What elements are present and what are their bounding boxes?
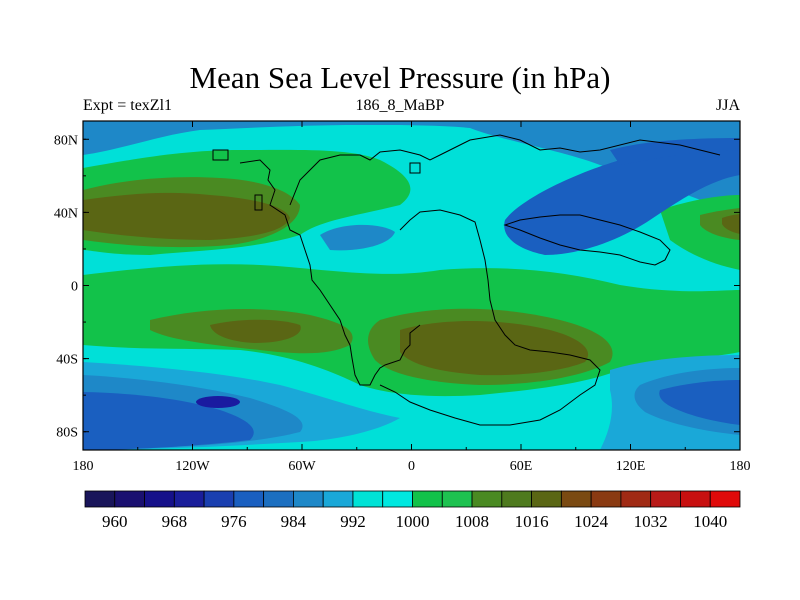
colorbar-swatch (352, 490, 384, 508)
field-southcentral-peak-region (400, 321, 589, 376)
colorbar-swatch (322, 490, 354, 508)
field-southwest-deep-low (196, 396, 240, 408)
field-southeast-lower-region (659, 380, 740, 425)
x-tick-label: 0 (408, 459, 415, 474)
colorbar-label: 1040 (693, 512, 727, 531)
case-label: 186_8_MaBP (355, 97, 445, 114)
colorbar-label: 1016 (515, 512, 549, 531)
colorbar-label: 968 (162, 512, 188, 531)
coast-africa (379, 209, 601, 426)
y-tick-label: 80S (56, 426, 78, 441)
colorbar: 960 968 976 984 992 1000 1008 1016 1024 1032 1040 (84, 490, 741, 531)
experiment-label: Expt = texZl1 (83, 97, 173, 114)
colorbar-swatch (203, 490, 235, 508)
coast-island-2 (212, 149, 229, 161)
colorbar-label: 976 (221, 512, 247, 531)
colorbar-label: 1000 (396, 512, 430, 531)
contour-field (83, 121, 740, 450)
colorbar-label: 1008 (455, 512, 489, 531)
coastlines (212, 134, 721, 426)
colorbar-label: 984 (281, 512, 307, 531)
axis-ticks: 180 120W 60W 0 60E 120E 180 80N 40N 0 40S 80S (54, 121, 751, 474)
x-tick-label: 60E (510, 459, 533, 474)
colorbar-swatch (263, 490, 294, 508)
chart-title: Mean Sea Level Pressure (in hPa) (189, 60, 611, 95)
colorbar-swatch (84, 490, 116, 508)
field-north-peak-region (83, 192, 290, 240)
colorbar-swatch (144, 490, 175, 508)
colorbar-swatch (680, 490, 711, 508)
colorbar-swatch (293, 490, 324, 508)
season-label: JJA (715, 97, 740, 114)
coast-americas (239, 159, 421, 386)
colorbar-label: 992 (340, 512, 366, 531)
field-southwest-lower-region (83, 392, 254, 450)
colorbar-swatch (233, 490, 265, 508)
x-tick-label: 180 (730, 459, 751, 474)
colorbar-swatch (501, 490, 532, 508)
colorbar-swatch (650, 490, 681, 508)
colorbar-label: 1024 (574, 512, 609, 531)
field-north-low-region (83, 121, 740, 210)
y-tick-label: 40N (54, 206, 78, 221)
colorbar-swatch (531, 490, 562, 508)
coast-island-3 (254, 194, 263, 211)
coast-island-1 (409, 162, 421, 174)
colorbar-swatch (173, 490, 205, 508)
colorbar-swatch (114, 490, 145, 508)
field-atlantic-low-region (320, 224, 395, 251)
colorbar-swatch (441, 490, 473, 508)
colorbar-swatch (412, 490, 443, 508)
colorbar-swatch (382, 490, 413, 508)
colorbar-swatch (620, 490, 652, 508)
field-northeast-low-region (504, 149, 740, 255)
colorbar-label: 960 (102, 512, 128, 531)
colorbar-label: 1032 (634, 512, 668, 531)
y-tick-label: 0 (71, 280, 78, 295)
y-tick-label: 40S (56, 353, 78, 368)
field-southwest-peak-region (210, 319, 301, 343)
colorbar-swatch (560, 490, 592, 508)
colorbar-swatch (471, 490, 503, 508)
y-tick-label: 80N (54, 133, 78, 148)
colorbar-swatch (590, 490, 622, 508)
x-tick-label: 120W (175, 459, 210, 474)
x-tick-label: 180 (73, 459, 94, 474)
x-tick-label: 60W (288, 459, 316, 474)
coast-asia (503, 214, 671, 266)
field-east-peak-region (722, 214, 740, 234)
coast-north (289, 134, 721, 206)
field-arctic-low-region (610, 138, 740, 165)
x-tick-label: 120E (616, 459, 646, 474)
colorbar-swatch (709, 490, 741, 508)
